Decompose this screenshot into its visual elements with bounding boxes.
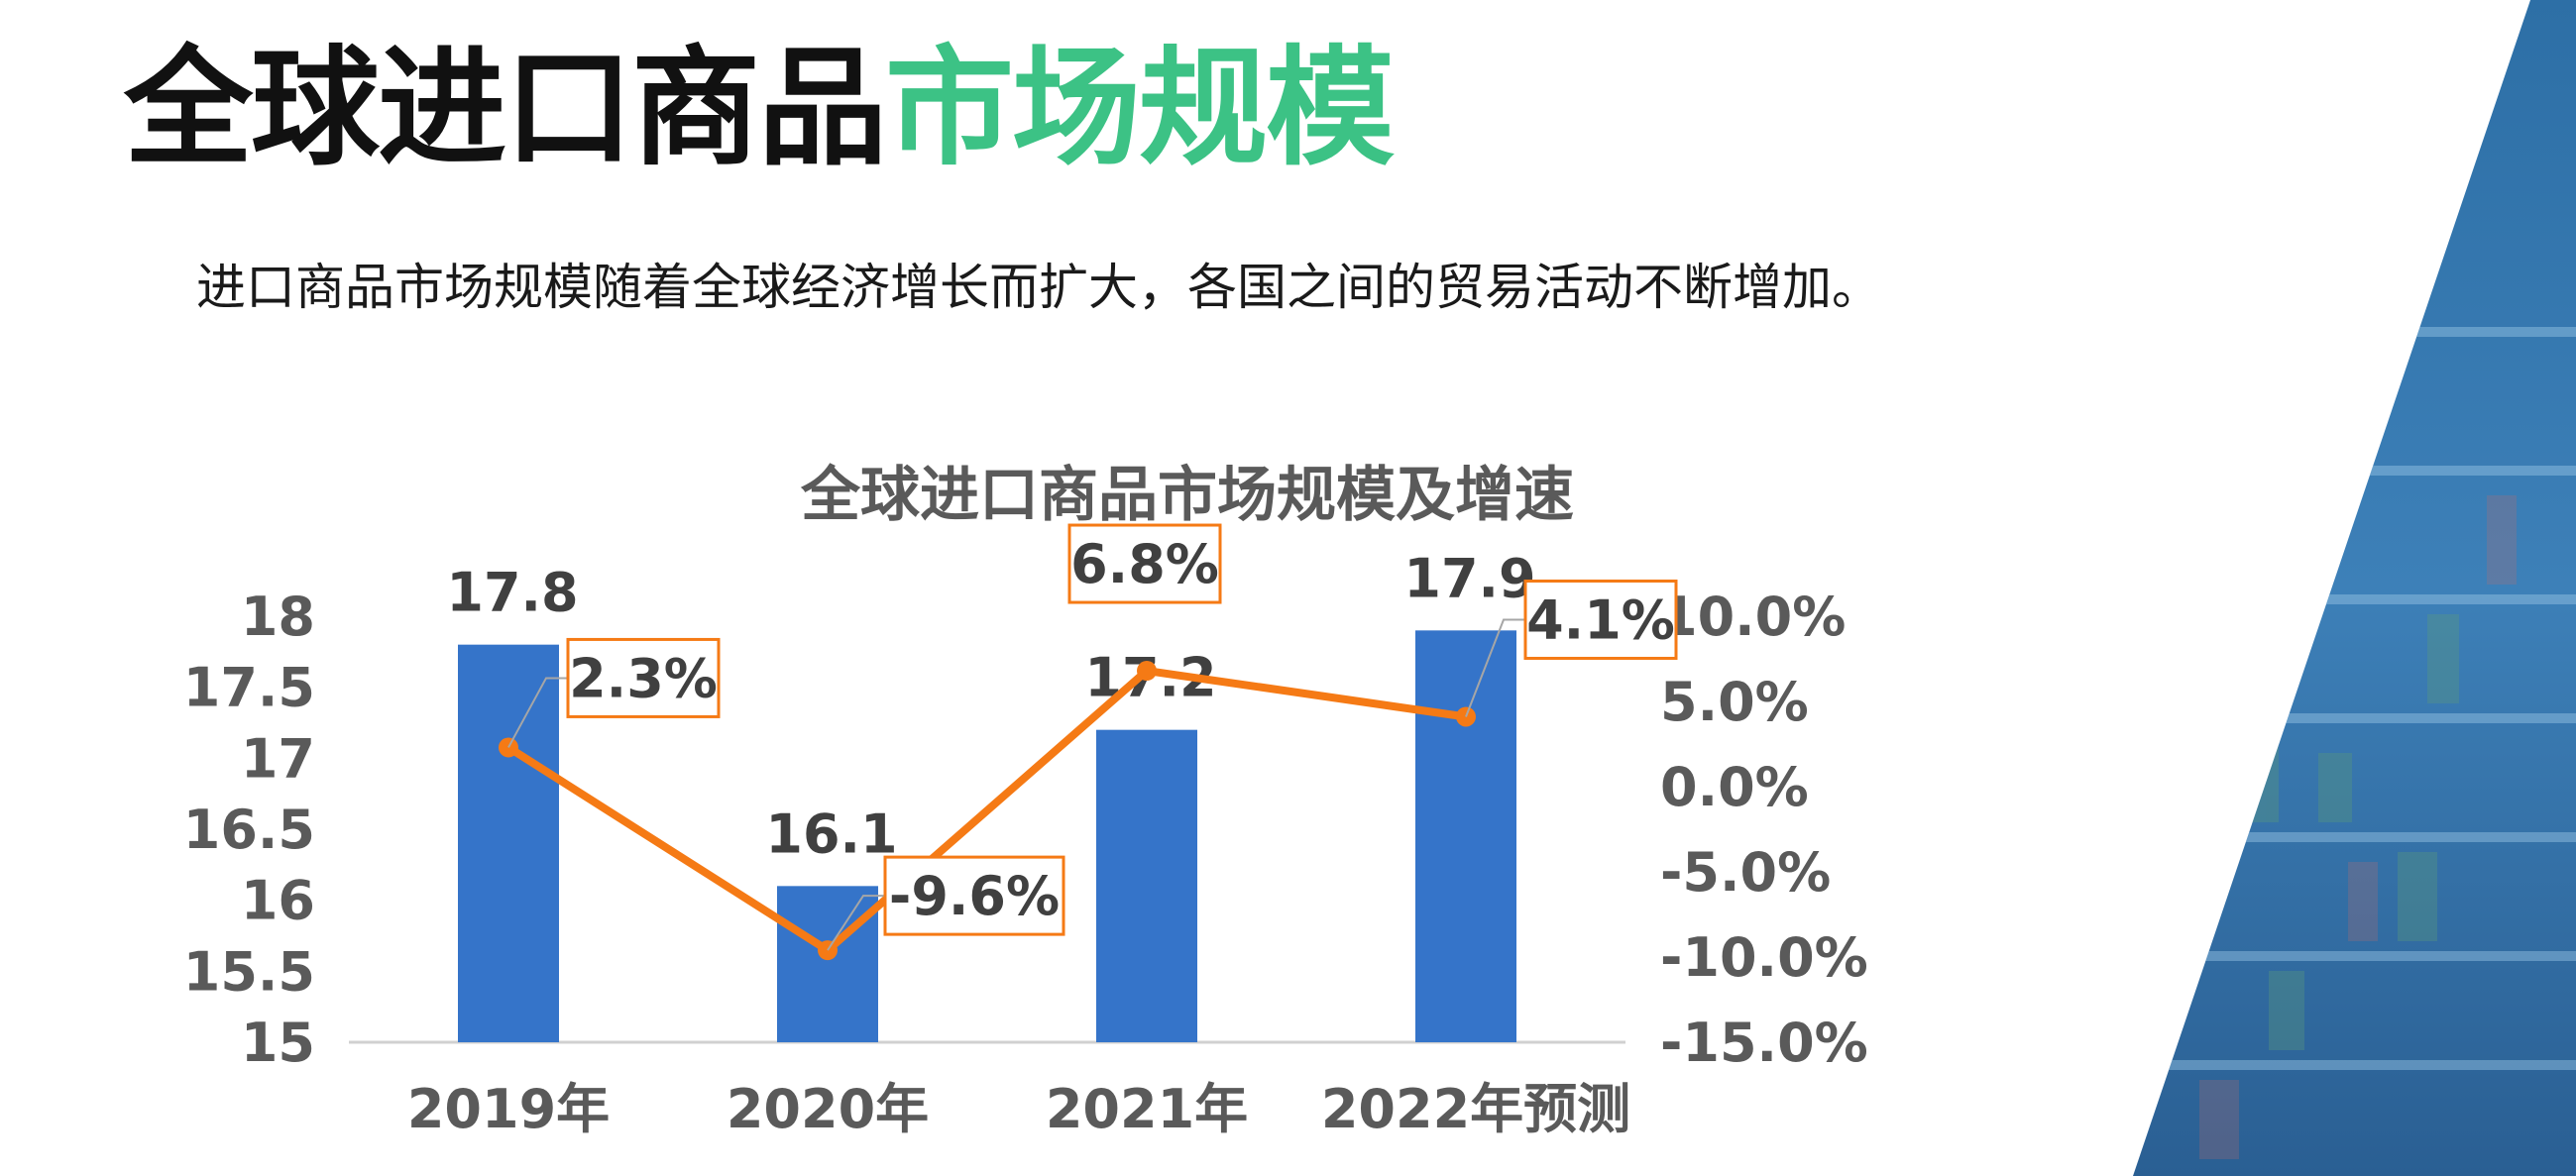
bar — [1415, 630, 1516, 1042]
x-tick-label: 2022年预测 — [1321, 1078, 1630, 1140]
y-left-tick-label: 18 — [241, 586, 315, 648]
y-right-tick-label: 10.0% — [1660, 586, 1846, 648]
bar — [777, 886, 878, 1042]
y-left-tick-label: 16 — [241, 870, 315, 932]
bar-value-label: 17.9 — [1403, 547, 1535, 609]
growth-value-label: -9.6% — [889, 865, 1060, 927]
y-left-tick-label: 17.5 — [183, 657, 315, 719]
x-tick-label: 2019年 — [407, 1078, 610, 1140]
y-left-tick-label: 15 — [241, 1012, 315, 1074]
y-right-tick-label: 5.0% — [1660, 671, 1809, 733]
bar — [1096, 729, 1197, 1042]
bar-value-label: 16.1 — [765, 802, 897, 865]
growth-point — [1137, 661, 1157, 682]
bar — [458, 644, 559, 1042]
growth-line — [505, 667, 1467, 955]
growth-label-box — [1523, 579, 1678, 660]
y-right-tick-label: -5.0% — [1660, 841, 1831, 904]
page-title: 全球进口商品市场规模 — [124, 38, 1395, 179]
label-leader-line — [507, 677, 568, 748]
label-leader-line — [827, 895, 885, 951]
bar-value-label: 17.8 — [446, 562, 578, 624]
growth-value-label: 6.8% — [1070, 533, 1219, 595]
title-part-1: 全球进口商品 — [124, 33, 887, 183]
title-part-2: 市场规模 — [885, 33, 1395, 183]
x-tick-label: 2020年 — [727, 1078, 929, 1140]
y-right-tick-label: -10.0% — [1660, 926, 1868, 989]
growth-label-box — [566, 637, 721, 718]
page-subtitle: 进口商品市场规模随着全球经济增长而扩大，各国之间的贸易活动不断增加。 — [196, 259, 1881, 316]
y-left-tick-label: 16.5 — [183, 799, 315, 861]
x-tick-label: 2021年 — [1046, 1078, 1248, 1140]
label-leader-line — [1465, 618, 1525, 717]
y-right-tick-label: -15.0% — [1660, 1012, 1868, 1074]
y-right-tick-label: 0.0% — [1660, 756, 1809, 818]
chart-title: 全球进口商品市场规模及增速 — [800, 461, 1574, 530]
y-left-tick-label: 17 — [241, 727, 315, 790]
y-left-tick-label: 15.5 — [183, 940, 315, 1003]
growth-value-label: 2.3% — [569, 647, 718, 709]
growth-label-box — [1067, 523, 1222, 604]
growth-label-box — [883, 855, 1065, 936]
growth-value-label: 4.1% — [1526, 588, 1675, 651]
